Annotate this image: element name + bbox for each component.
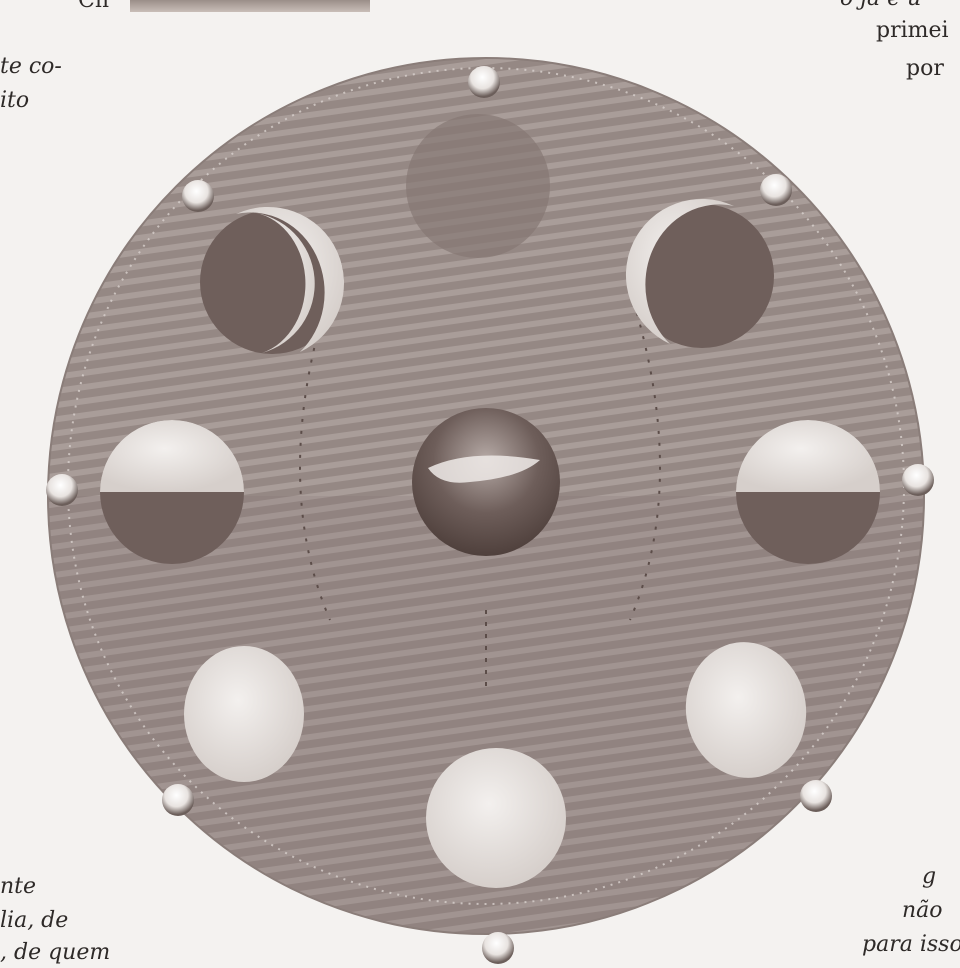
orbit-markers — [46, 66, 934, 964]
marker-right — [902, 464, 934, 496]
top-left-text: Ch — [78, 0, 110, 13]
marker-bottom — [482, 932, 514, 964]
left-bottom-text-1: nte — [0, 874, 37, 899]
left-bottom-text-3: , de quem — [0, 940, 111, 965]
marker-lower-left — [162, 784, 194, 816]
right-text-line-2: por — [906, 56, 944, 81]
waxing-gibbous-icon — [184, 646, 304, 782]
marker-lower-right — [800, 780, 832, 812]
marker-upper-left — [182, 180, 214, 212]
waxing-crescent-icon — [200, 206, 345, 354]
right-bottom-text-3: para isso — [862, 932, 960, 957]
first-quarter-icon — [100, 420, 244, 564]
marker-upper-right — [760, 174, 792, 206]
top-image-fragment — [130, 0, 370, 12]
last-quarter-icon — [736, 420, 880, 564]
waning-crescent-icon — [625, 198, 774, 348]
marker-left — [46, 474, 78, 506]
right-bottom-text-2: não — [902, 898, 943, 923]
top-right-text: o já é u — [840, 0, 921, 14]
left-text-line-1: te co- — [0, 54, 62, 79]
full-moon-icon — [426, 748, 566, 888]
new-moon-icon — [406, 114, 550, 258]
waning-gibbous-icon — [685, 642, 807, 778]
left-text-line-2: ito — [0, 88, 30, 113]
right-bottom-text-1: g — [922, 864, 937, 889]
earth-icon — [412, 408, 560, 556]
right-text-line-1: primei — [876, 18, 949, 43]
left-bottom-text-2: lia, de — [0, 908, 69, 933]
marker-top — [468, 66, 500, 98]
